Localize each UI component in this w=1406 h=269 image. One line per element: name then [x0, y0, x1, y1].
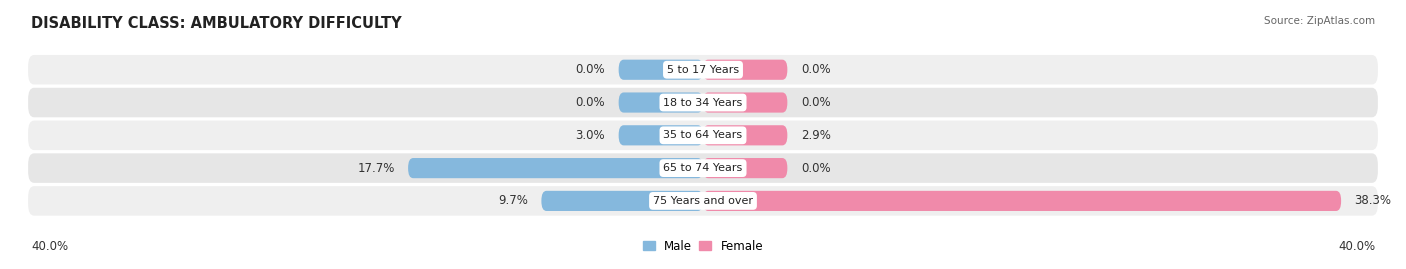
Text: 0.0%: 0.0% [801, 96, 831, 109]
Text: 0.0%: 0.0% [801, 162, 831, 175]
Text: 75 Years and over: 75 Years and over [652, 196, 754, 206]
FancyBboxPatch shape [28, 55, 1378, 84]
FancyBboxPatch shape [703, 158, 787, 178]
FancyBboxPatch shape [28, 121, 1378, 150]
FancyBboxPatch shape [28, 186, 1378, 216]
FancyBboxPatch shape [703, 191, 1341, 211]
Text: 18 to 34 Years: 18 to 34 Years [664, 98, 742, 108]
Text: 65 to 74 Years: 65 to 74 Years [664, 163, 742, 173]
Text: 17.7%: 17.7% [357, 162, 395, 175]
Text: 0.0%: 0.0% [575, 63, 605, 76]
Legend: Male, Female: Male, Female [643, 240, 763, 253]
Text: 2.9%: 2.9% [801, 129, 831, 142]
Text: 0.0%: 0.0% [575, 96, 605, 109]
Text: 38.3%: 38.3% [1354, 194, 1392, 207]
Text: 5 to 17 Years: 5 to 17 Years [666, 65, 740, 75]
FancyBboxPatch shape [28, 88, 1378, 117]
FancyBboxPatch shape [408, 158, 703, 178]
FancyBboxPatch shape [703, 60, 787, 80]
Text: 3.0%: 3.0% [575, 129, 605, 142]
FancyBboxPatch shape [703, 93, 787, 113]
FancyBboxPatch shape [703, 125, 787, 146]
FancyBboxPatch shape [28, 153, 1378, 183]
FancyBboxPatch shape [619, 60, 703, 80]
FancyBboxPatch shape [619, 93, 703, 113]
FancyBboxPatch shape [541, 191, 703, 211]
Text: DISABILITY CLASS: AMBULATORY DIFFICULTY: DISABILITY CLASS: AMBULATORY DIFFICULTY [31, 16, 402, 31]
Text: 40.0%: 40.0% [31, 240, 67, 253]
Text: Source: ZipAtlas.com: Source: ZipAtlas.com [1264, 16, 1375, 26]
Text: 0.0%: 0.0% [801, 63, 831, 76]
Text: 35 to 64 Years: 35 to 64 Years [664, 130, 742, 140]
Text: 9.7%: 9.7% [498, 194, 527, 207]
Text: 40.0%: 40.0% [1339, 240, 1375, 253]
FancyBboxPatch shape [619, 125, 703, 146]
